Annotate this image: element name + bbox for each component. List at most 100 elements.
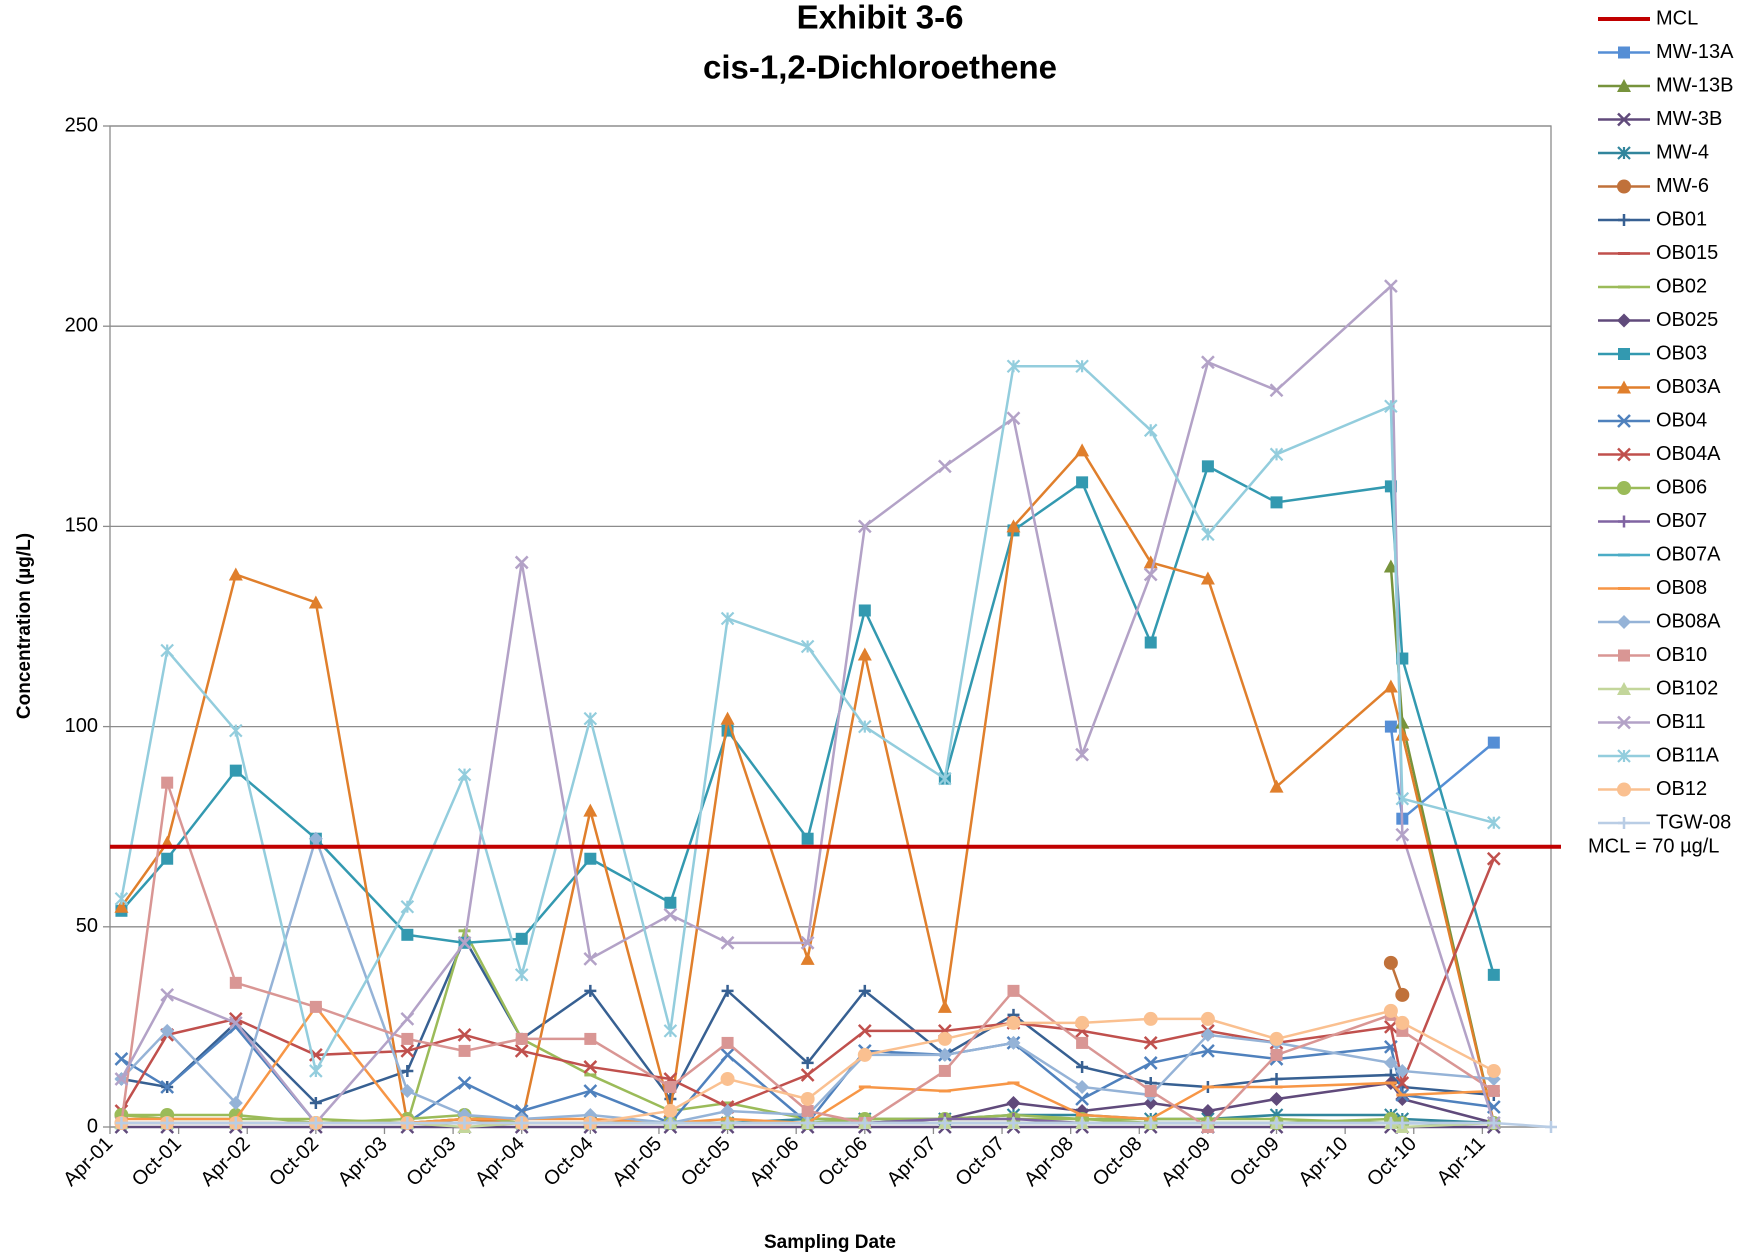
chart-title: Exhibit 3-6	[797, 0, 964, 36]
legend-label: OB02	[1656, 275, 1707, 297]
marker	[1618, 587, 1630, 590]
legend-label: OB102	[1656, 677, 1718, 699]
marker	[583, 1060, 598, 1074]
legend-label: MW-6	[1656, 175, 1709, 197]
marker	[1383, 1003, 1398, 1018]
legend-label: OB04A	[1656, 443, 1721, 465]
legend-label: OB11	[1656, 711, 1706, 733]
marker	[1075, 1092, 1089, 1106]
marker	[800, 935, 815, 950]
marker	[857, 1024, 872, 1038]
marker	[161, 852, 174, 865]
reference-label: MCL = 70 µg/L	[1588, 835, 1719, 857]
marker	[1617, 313, 1631, 328]
legend-label: MW-13B	[1656, 74, 1733, 96]
marker	[1270, 1085, 1283, 1089]
marker	[1200, 1027, 1215, 1042]
marker	[457, 935, 472, 950]
marker	[1383, 1055, 1398, 1070]
marker	[309, 1096, 322, 1109]
marker	[1396, 1117, 1409, 1129]
marker	[583, 951, 598, 966]
marker	[1201, 527, 1215, 542]
series-line	[120, 464, 1496, 976]
marker	[1144, 1117, 1157, 1129]
legend-label: OB03	[1656, 342, 1707, 364]
marker	[1201, 1117, 1214, 1129]
marker	[1395, 1015, 1410, 1030]
marker	[400, 1044, 415, 1058]
marker	[1618, 553, 1630, 557]
marker	[514, 1104, 529, 1118]
marker	[458, 1044, 471, 1057]
marker	[1201, 1044, 1215, 1058]
marker	[1006, 519, 1021, 533]
marker	[721, 1117, 734, 1129]
marker	[1075, 747, 1089, 762]
marker	[1487, 968, 1500, 981]
legend-label: MW-3B	[1656, 108, 1722, 130]
marker	[1143, 1036, 1158, 1050]
marker	[1617, 146, 1631, 160]
marker	[721, 1036, 734, 1049]
marker	[1487, 815, 1501, 830]
marker	[664, 1080, 677, 1093]
marker	[308, 595, 323, 609]
marker	[458, 1117, 471, 1129]
marker	[400, 1083, 415, 1098]
series	[114, 279, 1501, 1130]
marker	[858, 1085, 871, 1089]
marker	[1618, 285, 1630, 289]
legend-label: OB11A	[1656, 744, 1720, 766]
legend-item: OB11A	[1598, 744, 1720, 766]
marker	[1384, 279, 1398, 294]
legend-label: OB015	[1656, 242, 1718, 264]
marker	[1395, 987, 1410, 1002]
marker	[1486, 1063, 1501, 1078]
series	[114, 443, 1501, 1129]
legend-label: OB025	[1656, 309, 1718, 331]
y-tick-label: 50	[76, 915, 98, 937]
legend-item: OB01	[1598, 208, 1707, 230]
x-tick-label: Apr-04	[471, 1133, 529, 1191]
legend-item: OB06	[1598, 476, 1707, 498]
marker	[457, 1076, 472, 1090]
marker	[1006, 1095, 1021, 1110]
marker	[858, 719, 872, 734]
marker	[800, 639, 815, 654]
marker	[663, 907, 678, 922]
marker	[1076, 1117, 1089, 1129]
y-axis-title: Concentration (µg/L)	[14, 533, 35, 719]
marker	[1270, 1117, 1283, 1129]
x-tick-label: Oct-10	[1363, 1133, 1421, 1191]
marker	[1384, 1117, 1397, 1129]
marker	[1487, 736, 1500, 749]
marker	[229, 764, 242, 777]
marker	[515, 1032, 528, 1045]
marker	[937, 1031, 952, 1046]
marker	[664, 1117, 677, 1129]
marker	[857, 647, 872, 661]
x-tick-label: Oct-06	[814, 1133, 872, 1191]
legend-label: OB08	[1656, 577, 1707, 599]
legend-item: OB025	[1598, 309, 1718, 331]
legend-item: OB03	[1598, 342, 1707, 364]
marker	[228, 1095, 243, 1110]
legend-label: MW-13A	[1656, 41, 1734, 63]
legend-label: OB04	[1656, 409, 1707, 431]
x-tick-label: Apr-01	[59, 1133, 117, 1191]
legend-item: OB12	[1598, 778, 1707, 800]
marker	[583, 803, 598, 817]
marker	[1007, 1117, 1020, 1129]
marker	[1617, 749, 1631, 763]
legend-item: TGW-08	[1598, 811, 1731, 833]
marker	[1384, 399, 1398, 414]
legend-label: OB03A	[1656, 376, 1721, 398]
marker	[1545, 1121, 1557, 1133]
marker	[1395, 727, 1410, 741]
marker	[1395, 1063, 1410, 1078]
marker	[1617, 615, 1631, 629]
marker	[1617, 380, 1631, 394]
y-tick-label: 250	[65, 114, 98, 136]
marker	[857, 519, 872, 534]
